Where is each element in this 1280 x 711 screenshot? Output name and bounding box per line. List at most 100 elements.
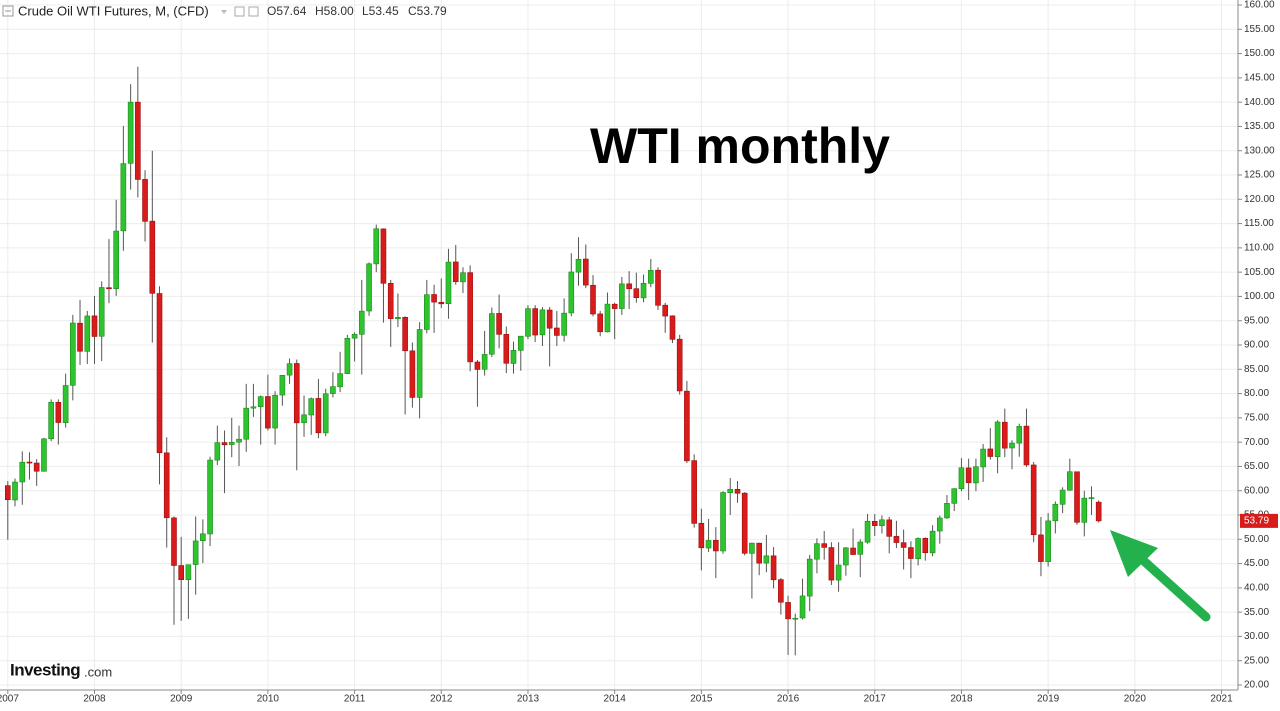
candle-body [48, 401, 54, 440]
candle-body [416, 329, 423, 398]
candle-body [445, 261, 452, 305]
ohlc-low: L53.45 [362, 4, 399, 18]
candle-body [756, 542, 762, 564]
candle-body [438, 301, 445, 305]
y-tick-label: 60.00 [1244, 485, 1269, 496]
candle-body [265, 396, 271, 429]
arrow-head [1110, 530, 1158, 577]
candle-body [705, 540, 712, 549]
candle-body [936, 517, 943, 532]
candle-body [1023, 425, 1030, 466]
candle-body [900, 542, 907, 548]
candle-body [908, 547, 914, 559]
settings-icon[interactable] [234, 6, 245, 17]
y-tick-label: 110.00 [1244, 242, 1274, 253]
candle-body [1009, 442, 1015, 449]
x-tick-label: 2009 [170, 694, 193, 705]
candle-body [503, 334, 510, 364]
candle-body [409, 350, 416, 398]
candle-body [915, 538, 921, 560]
candle-body [850, 547, 856, 555]
candle-body [192, 540, 199, 565]
candle-body [127, 101, 134, 164]
candle-body [496, 313, 502, 335]
x-tick-label: 2014 [604, 694, 627, 705]
candle-body [662, 304, 669, 317]
y-tick-label: 70.00 [1244, 437, 1269, 448]
candle-body [41, 438, 47, 472]
candle-body [489, 313, 495, 355]
x-tick-label: 2021 [1210, 694, 1233, 705]
y-tick-label: 150.00 [1244, 48, 1275, 59]
candle-body [243, 407, 250, 440]
candle-body [481, 354, 488, 370]
candle-body [604, 303, 611, 333]
y-tick-label: 75.00 [1244, 412, 1269, 423]
x-tick-label: 2015 [690, 694, 713, 705]
y-tick-label: 50.00 [1244, 534, 1269, 545]
y-tick-label: 90.00 [1244, 340, 1269, 351]
y-tick-label: 140.00 [1244, 97, 1275, 108]
candle-body [568, 271, 575, 314]
candle-body [821, 543, 828, 548]
y-tick-label: 65.00 [1244, 461, 1269, 472]
y-tick-label: 85.00 [1244, 364, 1269, 375]
candle-body [640, 282, 647, 299]
candle-body [510, 349, 517, 364]
candle-body [149, 220, 156, 294]
candle-body [828, 547, 835, 581]
candle-body [575, 258, 582, 273]
candle-body [590, 284, 596, 315]
candle-body [691, 460, 697, 524]
y-tick-label: 95.00 [1244, 315, 1269, 326]
candle-body [713, 539, 719, 552]
y-tick-label: 45.00 [1244, 558, 1269, 569]
candle-body [423, 294, 430, 330]
candles [5, 66, 1102, 656]
candle-body [597, 313, 603, 333]
candle-body [965, 467, 972, 484]
candle-body [835, 564, 842, 581]
candle-body [12, 481, 18, 501]
candle-body [337, 373, 343, 388]
candle-body [221, 442, 228, 446]
y-tick-label: 115.00 [1244, 218, 1274, 229]
candle-body [236, 438, 242, 443]
collapse-icon[interactable] [2, 5, 14, 17]
dropdown-icon[interactable] [221, 10, 227, 14]
candle-body [749, 542, 755, 554]
candle-body [1095, 501, 1102, 522]
candle-body [517, 335, 524, 351]
x-tick-label: 2018 [950, 694, 973, 705]
candle-body [886, 519, 893, 537]
candle-body [944, 503, 950, 519]
logo: Investing [10, 660, 80, 679]
candle-body [1001, 421, 1008, 449]
x-tick-label: 2008 [83, 694, 106, 705]
ohlc-high: H58.00 [315, 4, 354, 18]
candle-body [26, 461, 33, 464]
candle-body [741, 492, 748, 554]
candle-body [1038, 534, 1044, 562]
y-tick-label: 135.00 [1244, 121, 1275, 132]
candle-body [799, 595, 806, 619]
close-icon[interactable] [248, 6, 259, 17]
candle-body [84, 315, 91, 352]
candle-body [207, 459, 213, 535]
y-tick-label: 125.00 [1244, 170, 1275, 181]
x-tick-label: 2017 [864, 694, 887, 705]
candle-body [1045, 520, 1051, 562]
y-tick-label: 20.00 [1244, 680, 1269, 691]
x-tick-label: 2020 [1124, 694, 1147, 705]
candle-body [135, 101, 141, 180]
candle-body [922, 538, 929, 554]
y-tick-label: 120.00 [1244, 194, 1275, 205]
y-tick-label: 100.00 [1244, 291, 1275, 302]
candle-body [720, 492, 726, 552]
instrument-title: Crude Oil WTI Futures, M, (CFD) [18, 3, 209, 18]
x-tick-label: 2016 [777, 694, 800, 705]
candle-body [452, 261, 459, 283]
candle-body [626, 283, 632, 290]
